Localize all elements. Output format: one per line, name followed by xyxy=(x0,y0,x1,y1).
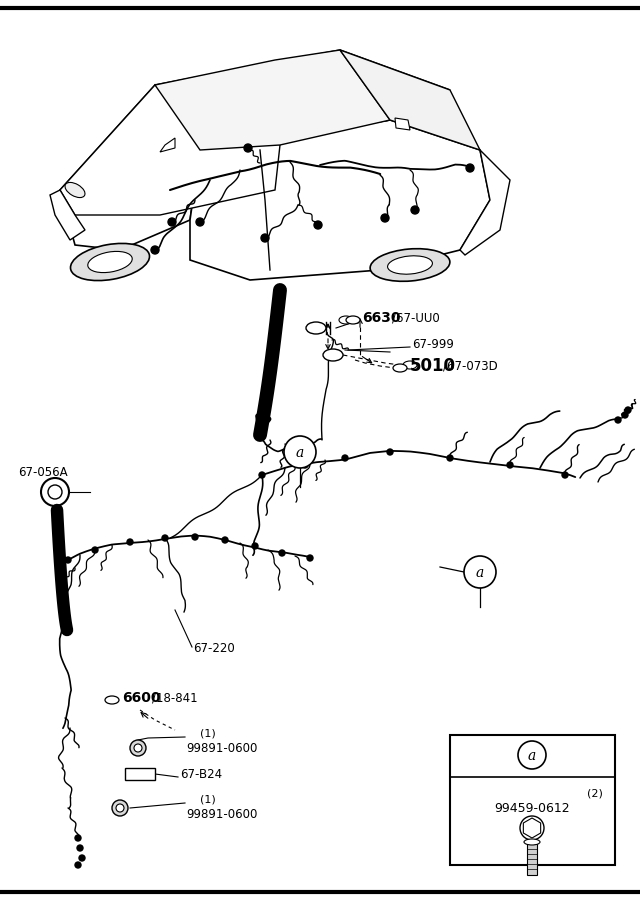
Polygon shape xyxy=(160,138,175,152)
Text: (2): (2) xyxy=(587,788,603,798)
Circle shape xyxy=(75,835,81,841)
Text: /67-073D: /67-073D xyxy=(443,359,498,373)
Text: 5010: 5010 xyxy=(410,357,456,375)
Circle shape xyxy=(464,556,496,588)
Circle shape xyxy=(466,164,474,172)
Circle shape xyxy=(387,449,393,455)
Circle shape xyxy=(261,234,269,242)
Text: 6630: 6630 xyxy=(362,311,401,325)
Circle shape xyxy=(622,412,628,418)
Circle shape xyxy=(518,741,546,769)
Circle shape xyxy=(79,855,85,861)
Ellipse shape xyxy=(65,183,85,198)
Circle shape xyxy=(447,455,453,461)
Ellipse shape xyxy=(346,316,360,324)
Polygon shape xyxy=(155,50,450,150)
Circle shape xyxy=(112,800,128,816)
Polygon shape xyxy=(460,150,510,255)
Circle shape xyxy=(284,436,316,468)
Polygon shape xyxy=(50,190,85,240)
Circle shape xyxy=(507,462,513,468)
Circle shape xyxy=(151,246,159,254)
Circle shape xyxy=(77,845,83,851)
Ellipse shape xyxy=(339,316,353,324)
Ellipse shape xyxy=(70,243,150,281)
Circle shape xyxy=(615,417,621,423)
Ellipse shape xyxy=(105,696,119,704)
Text: 99459-0612: 99459-0612 xyxy=(494,802,570,814)
Circle shape xyxy=(75,862,81,868)
Circle shape xyxy=(252,543,258,549)
Text: 67-B24: 67-B24 xyxy=(180,769,222,781)
Circle shape xyxy=(162,535,168,541)
Circle shape xyxy=(48,485,62,499)
Ellipse shape xyxy=(88,251,132,273)
Circle shape xyxy=(625,407,631,413)
Text: /67-UU0: /67-UU0 xyxy=(392,311,440,325)
Ellipse shape xyxy=(524,839,540,845)
Circle shape xyxy=(562,472,568,478)
Circle shape xyxy=(222,537,228,543)
Polygon shape xyxy=(155,50,390,150)
Text: 67-056A: 67-056A xyxy=(18,465,68,479)
Text: a: a xyxy=(528,749,536,763)
Circle shape xyxy=(244,144,252,152)
Text: 6600: 6600 xyxy=(122,691,161,705)
Text: 67-999: 67-999 xyxy=(412,338,454,352)
Polygon shape xyxy=(190,120,490,280)
Circle shape xyxy=(41,478,69,506)
Bar xyxy=(527,840,537,875)
Text: 67-220: 67-220 xyxy=(193,642,235,654)
Circle shape xyxy=(279,550,285,556)
Ellipse shape xyxy=(306,322,326,334)
Polygon shape xyxy=(60,85,200,250)
Text: (1): (1) xyxy=(200,729,216,739)
Circle shape xyxy=(342,455,348,461)
Polygon shape xyxy=(524,818,541,838)
Circle shape xyxy=(307,555,313,561)
Ellipse shape xyxy=(388,256,433,274)
Circle shape xyxy=(259,472,265,478)
Circle shape xyxy=(381,214,389,222)
Circle shape xyxy=(314,221,322,229)
Text: a: a xyxy=(476,566,484,580)
Polygon shape xyxy=(60,85,280,215)
Circle shape xyxy=(196,218,204,226)
Ellipse shape xyxy=(403,361,417,369)
Circle shape xyxy=(520,816,544,840)
Circle shape xyxy=(302,462,308,468)
Ellipse shape xyxy=(370,248,450,282)
Circle shape xyxy=(116,804,124,812)
Circle shape xyxy=(411,206,419,214)
Text: /18-841: /18-841 xyxy=(152,691,198,705)
Ellipse shape xyxy=(393,364,407,372)
Bar xyxy=(450,735,615,865)
Ellipse shape xyxy=(323,349,343,361)
Circle shape xyxy=(65,557,71,563)
Text: 99891-0600: 99891-0600 xyxy=(186,742,257,754)
Text: a: a xyxy=(296,446,304,460)
Polygon shape xyxy=(340,50,480,150)
Circle shape xyxy=(130,740,146,756)
Circle shape xyxy=(192,534,198,540)
Bar xyxy=(125,768,155,780)
Text: 99891-0600: 99891-0600 xyxy=(186,808,257,822)
Circle shape xyxy=(134,744,142,752)
Circle shape xyxy=(127,539,133,545)
Polygon shape xyxy=(395,118,410,130)
Circle shape xyxy=(92,547,98,553)
Circle shape xyxy=(168,218,176,226)
Text: (1): (1) xyxy=(200,795,216,805)
